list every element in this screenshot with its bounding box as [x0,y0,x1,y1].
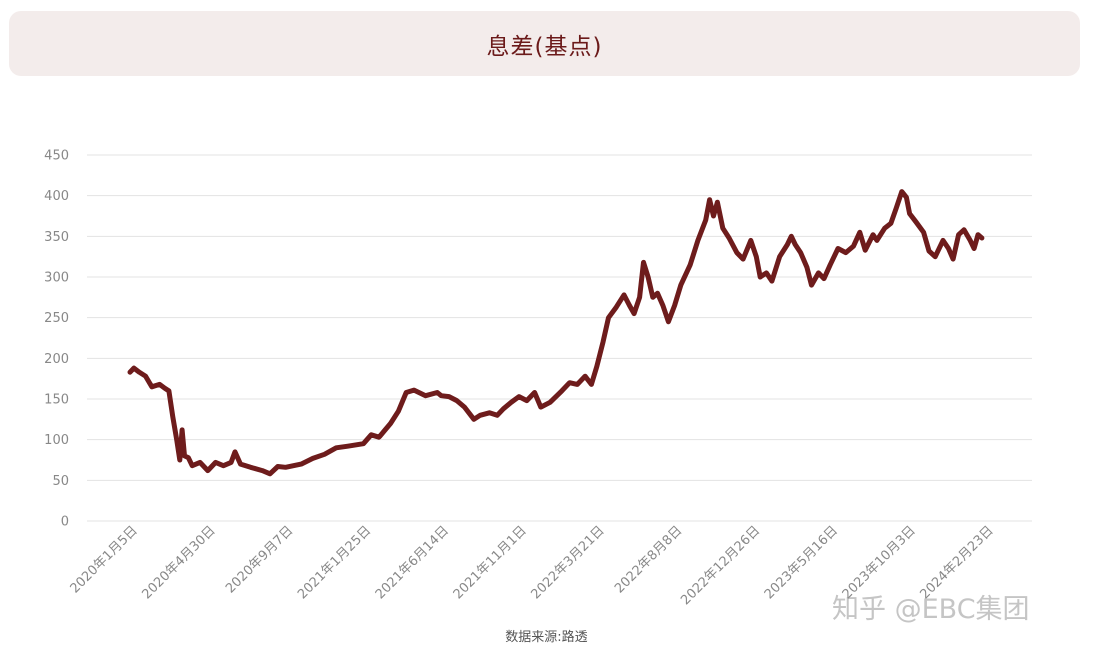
y-tick-label: 350 [44,230,69,245]
x-tick-label: 2022年8月8日 [612,523,685,596]
x-tick-label: 2020年1月5日 [68,523,141,596]
spread-series-line [127,189,985,477]
x-tick-label: 2020年9月7日 [223,523,296,596]
data-source-note: 数据来源:路透 [505,630,588,645]
x-tick-label: 2022年3月21日 [528,523,607,602]
x-tick-label: 2021年1月25日 [295,523,374,602]
chart-title: 息差(基点) [486,33,603,60]
y-tick-label: 0 [61,515,69,530]
y-tick-label: 200 [44,352,69,367]
watermark: 知乎 @EBC集团 [832,594,1030,625]
y-tick-label: 300 [44,271,69,286]
x-tick-label: 2021年6月14日 [373,523,452,602]
y-tick-label: 450 [44,149,69,164]
y-tick-label: 50 [52,474,69,489]
x-tick-label: 2020年4月30日 [139,523,218,602]
y-tick-label: 250 [44,311,69,326]
series [127,189,985,477]
y-tick-label: 400 [44,189,69,204]
x-tick-label: 2022年12月26日 [678,523,763,608]
chart-title-bar: 息差(基点) [9,11,1080,76]
x-tick-label: 2023年5月16日 [762,523,841,602]
y-tick-label: 100 [44,433,69,448]
y-axis-ticks: 0 50 100 150 200 250 300 350 400 450 [44,149,69,530]
x-tick-label: 2021年11月1日 [451,523,530,602]
y-tick-label: 150 [44,393,69,408]
